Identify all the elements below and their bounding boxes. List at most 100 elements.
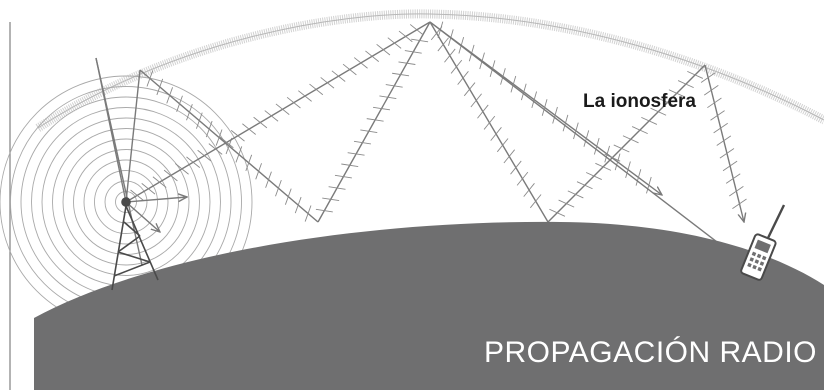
ray-segment: [125, 21, 431, 203]
ray-hatch: [347, 152, 365, 156]
ray-hatch: [593, 138, 600, 155]
ray-hatch: [677, 80, 694, 89]
ray-hatch: [365, 50, 380, 62]
ray-hatch: [516, 171, 529, 186]
ray-hatch: [483, 115, 496, 130]
ray-hatch: [687, 70, 704, 79]
ray-hatch: [294, 196, 302, 214]
ray-hatch: [641, 116, 658, 125]
ray-hatch: [360, 129, 378, 133]
ray-hatch: [496, 138, 509, 153]
wave-ring: [62, 138, 190, 266]
ray-hatch: [719, 148, 735, 159]
ray-hatch: [398, 61, 416, 65]
ray-hatch: [141, 183, 156, 195]
ray-hatch: [489, 60, 496, 77]
ray-hatch: [245, 154, 253, 172]
ray-hatch: [437, 37, 449, 52]
ray-hatch: [585, 172, 602, 180]
ray-hatch: [398, 30, 413, 43]
ray-segment: [429, 21, 549, 223]
wave-ring: [52, 128, 200, 276]
radio-rays: [125, 21, 765, 279]
ray-hatch: [411, 38, 429, 43]
ray-hatch: [732, 198, 747, 209]
ray-hatch: [379, 95, 397, 99]
ray-hatch: [613, 144, 630, 153]
ray-hatch: [713, 122, 728, 134]
ray-hatch: [208, 143, 223, 155]
ray-hatch: [409, 24, 424, 36]
ray-segment: [547, 64, 706, 223]
ray-hatch: [725, 173, 741, 184]
ray-hatch: [331, 70, 346, 82]
ray-hatch: [404, 50, 422, 54]
ray-hatch: [510, 160, 522, 175]
ray-hatch: [552, 106, 558, 124]
ray-hatch: [470, 93, 482, 108]
ray-hatch: [463, 82, 476, 97]
ray-hatch: [541, 99, 548, 116]
ray-hatch: [722, 160, 738, 172]
ray-hatch: [479, 52, 485, 70]
ray-hatch: [558, 199, 575, 208]
ray-hatch: [275, 103, 290, 115]
ray-hatch: [562, 114, 569, 132]
ray-segment: [317, 21, 431, 223]
ray-hatch: [510, 75, 517, 93]
ray-hatch: [342, 63, 357, 76]
ray-hatch: [235, 146, 243, 163]
ray-hatch: [286, 96, 301, 109]
ray-hatch: [253, 116, 268, 129]
ray-hatch: [242, 123, 256, 135]
ray-hatch: [328, 186, 346, 190]
ionosphere-label: La ionosfera: [583, 91, 696, 112]
ray-hatch: [265, 171, 272, 188]
ray-hatch: [625, 161, 631, 178]
ray-hatch: [156, 78, 164, 96]
ray-hatch: [604, 145, 610, 163]
wave-ring: [83, 159, 169, 245]
ray-hatch: [729, 185, 744, 197]
ray-hatch: [215, 129, 223, 146]
ray-hatch: [186, 156, 201, 168]
ray-hatch: [444, 48, 456, 63]
ray-hatch: [130, 189, 145, 202]
ray-hatch: [490, 127, 502, 141]
ray-hatch: [635, 169, 642, 186]
ray-hatch: [668, 89, 685, 98]
ray-hatch: [523, 183, 535, 197]
wave-ring: [94, 170, 158, 234]
ray-hatch: [152, 176, 167, 188]
ray-hatch: [230, 130, 245, 142]
ray-hatch: [205, 120, 213, 138]
ray-hatch: [622, 135, 639, 144]
ray-hatch: [500, 68, 506, 85]
ray-hatch: [595, 162, 612, 171]
ray-hatch: [387, 37, 402, 49]
ray-hatch: [219, 136, 234, 149]
ray-hatch: [163, 169, 178, 182]
ray-hatch: [166, 87, 173, 104]
ray-hatch: [477, 104, 489, 119]
ray-hatch: [304, 205, 312, 222]
ray-hatch: [366, 118, 384, 122]
ray-hatch: [284, 188, 292, 205]
ionosphere-band: [35, 9, 824, 132]
ray-hatch: [197, 149, 212, 162]
ray-hatch: [707, 97, 722, 109]
ray-hatch: [614, 153, 621, 171]
ray-hatch: [716, 135, 732, 146]
ray-hatch: [385, 84, 403, 88]
ray-hatch: [186, 104, 193, 121]
ray-hatch: [195, 112, 203, 129]
ray-hatch: [320, 77, 335, 89]
ray-hatch: [450, 59, 463, 74]
ray-hatch: [604, 153, 621, 162]
ray-hatch: [309, 83, 324, 96]
ray-hatch: [146, 70, 154, 87]
ray-hatch: [703, 85, 719, 96]
ray-hatch: [576, 181, 593, 190]
